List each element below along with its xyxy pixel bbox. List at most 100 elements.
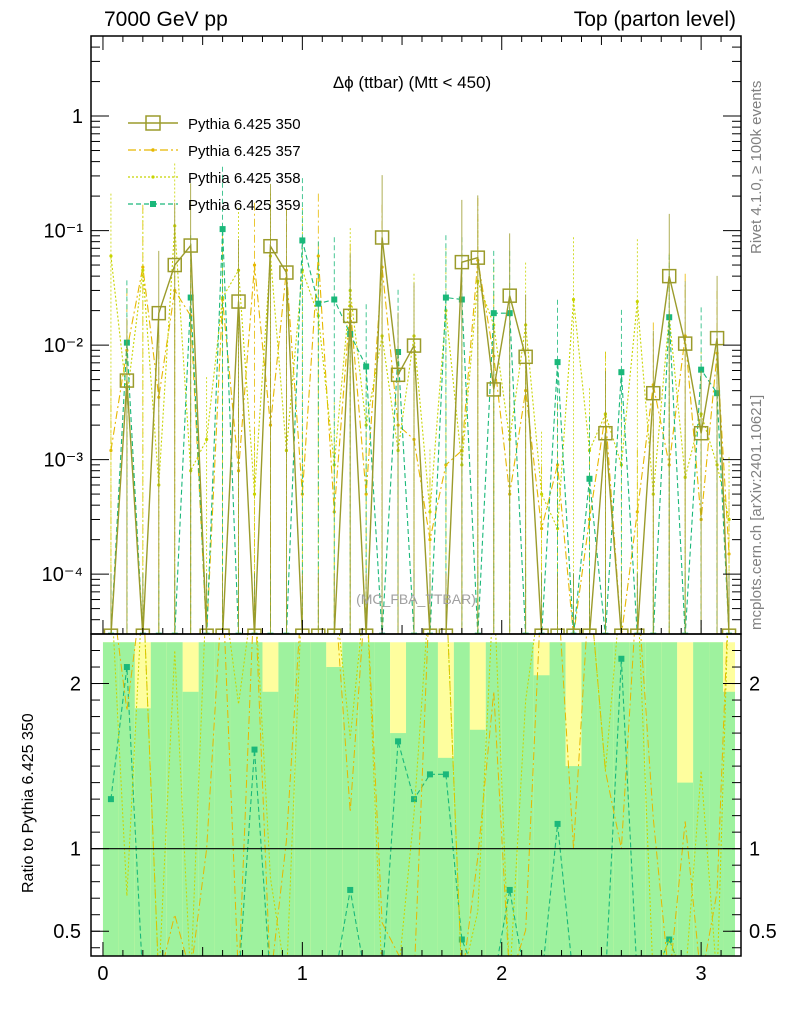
ratio-band-green <box>198 642 215 956</box>
ratio-y-tick-label-left: 1 <box>70 839 81 861</box>
ratio-band-green <box>310 642 327 956</box>
ratio-point-359 <box>107 796 114 803</box>
ratio-point-359 <box>315 978 321 984</box>
data-point-350 <box>454 254 470 270</box>
data-point-350 <box>438 628 454 634</box>
ratio-point-359 <box>650 978 656 984</box>
data-point-358 <box>428 510 432 514</box>
ratio-series-layer <box>107 634 732 984</box>
legend-label-350: Pythia 6.425 350 <box>188 116 301 133</box>
ratio-band-green <box>661 642 678 956</box>
ratio-band-green <box>549 642 566 956</box>
ratio-band-green <box>613 642 630 956</box>
data-point-359 <box>363 363 370 370</box>
data-point-350 <box>646 385 661 401</box>
ratio-point-359 <box>539 978 545 984</box>
data-point-358 <box>141 268 145 272</box>
ratio-point-359 <box>726 978 732 984</box>
data-point-357 <box>141 265 145 269</box>
data-point-350 <box>406 338 422 353</box>
ratio-point-359 <box>379 978 385 984</box>
data-point-350 <box>470 250 486 265</box>
ratio-band-green <box>709 642 724 956</box>
data-point-350 <box>677 336 693 351</box>
data-point-350 <box>199 628 214 634</box>
data-point-358 <box>727 517 731 522</box>
ratio-band-green <box>469 729 486 956</box>
legend-marker-350 <box>145 115 161 131</box>
legend-label-358: Pythia 6.425 358 <box>188 170 301 187</box>
data-point-357 <box>364 492 368 496</box>
data-point-359 <box>586 475 593 482</box>
ratio-band-green <box>326 667 343 956</box>
ratio-point-359 <box>426 771 433 778</box>
data-point-357 <box>252 263 257 267</box>
ratio-band-green <box>501 642 518 956</box>
ratio-band-green <box>246 642 263 956</box>
ratio-band-green <box>437 757 454 956</box>
ratio-point-359 <box>571 978 577 984</box>
data-point-350 <box>486 382 502 397</box>
mcplots-label: mcplots.cern.ch [arXiv:2401.10621] <box>748 394 765 630</box>
data-point-350 <box>661 268 677 284</box>
data-point-350 <box>263 238 278 254</box>
data-point-357 <box>587 517 592 522</box>
ratio-y-tick-label-right: 1 <box>749 839 760 861</box>
ratio-band-green <box>533 675 550 956</box>
ratio-point-359 <box>602 978 608 984</box>
data-point-359 <box>490 310 497 317</box>
legend-label-359: Pythia 6.425 359 <box>188 197 301 214</box>
ratio-y-axis-label: Ratio to Pythia 6.425 350 <box>20 713 37 893</box>
legend-marker-358 <box>151 175 155 179</box>
ratio-band-green <box>342 642 359 956</box>
ratio-band-green <box>421 642 438 956</box>
ratio-point-359 <box>236 978 242 984</box>
data-point-350 <box>279 265 294 280</box>
ratio-band-green <box>214 642 231 956</box>
data-point-350 <box>693 425 709 441</box>
data-point-350 <box>709 330 725 346</box>
ratio-band-green <box>294 642 311 956</box>
ratio-band-green <box>693 642 710 956</box>
ratio-point-359 <box>251 746 258 753</box>
ratio-point-359 <box>220 978 226 984</box>
ratio-y-tick-label-right: 0.5 <box>749 921 777 943</box>
data-point-350 <box>327 628 342 634</box>
legend-marker-357 <box>151 148 155 152</box>
ratio-point-359 <box>347 886 354 893</box>
series-line-359 <box>110 229 730 634</box>
ratio-band-green <box>723 691 736 956</box>
y-tick-label: 10⁻² <box>44 335 84 357</box>
data-point-350 <box>598 425 613 441</box>
ratio-point-359 <box>586 978 592 984</box>
ratio-band-green <box>358 642 375 956</box>
ratio-point-359 <box>395 738 402 745</box>
data-point-359 <box>315 300 322 307</box>
data-point-350 <box>630 628 645 634</box>
data-point-359 <box>442 294 449 301</box>
ratio-point-359 <box>267 978 273 984</box>
ratio-band-green <box>278 642 295 956</box>
data-point-359 <box>618 369 625 376</box>
data-point-350 <box>311 628 326 634</box>
legend-marker-359 <box>150 201 156 207</box>
data-point-350 <box>721 628 737 634</box>
watermark-label: (MC_FBA_TTBAR) <box>356 591 476 607</box>
ratio-band-green <box>581 642 598 956</box>
ratio-point-359 <box>363 978 369 984</box>
data-point-359 <box>331 296 338 303</box>
ratio-point-359 <box>506 886 513 893</box>
data-point-350 <box>167 257 182 273</box>
ratio-band-green <box>182 691 199 956</box>
y-tick-label: 10⁻⁴ <box>42 564 83 586</box>
header-left-label: 7000 GeV pp <box>104 8 228 31</box>
data-point-350 <box>518 349 533 365</box>
ratio-band-green <box>485 642 502 956</box>
ratio-point-359 <box>140 978 146 984</box>
data-point-350 <box>103 628 119 634</box>
ratio-band-green <box>390 733 407 956</box>
data-point-359 <box>554 359 561 366</box>
ratio-point-359 <box>682 978 688 984</box>
data-point-350 <box>183 238 198 253</box>
